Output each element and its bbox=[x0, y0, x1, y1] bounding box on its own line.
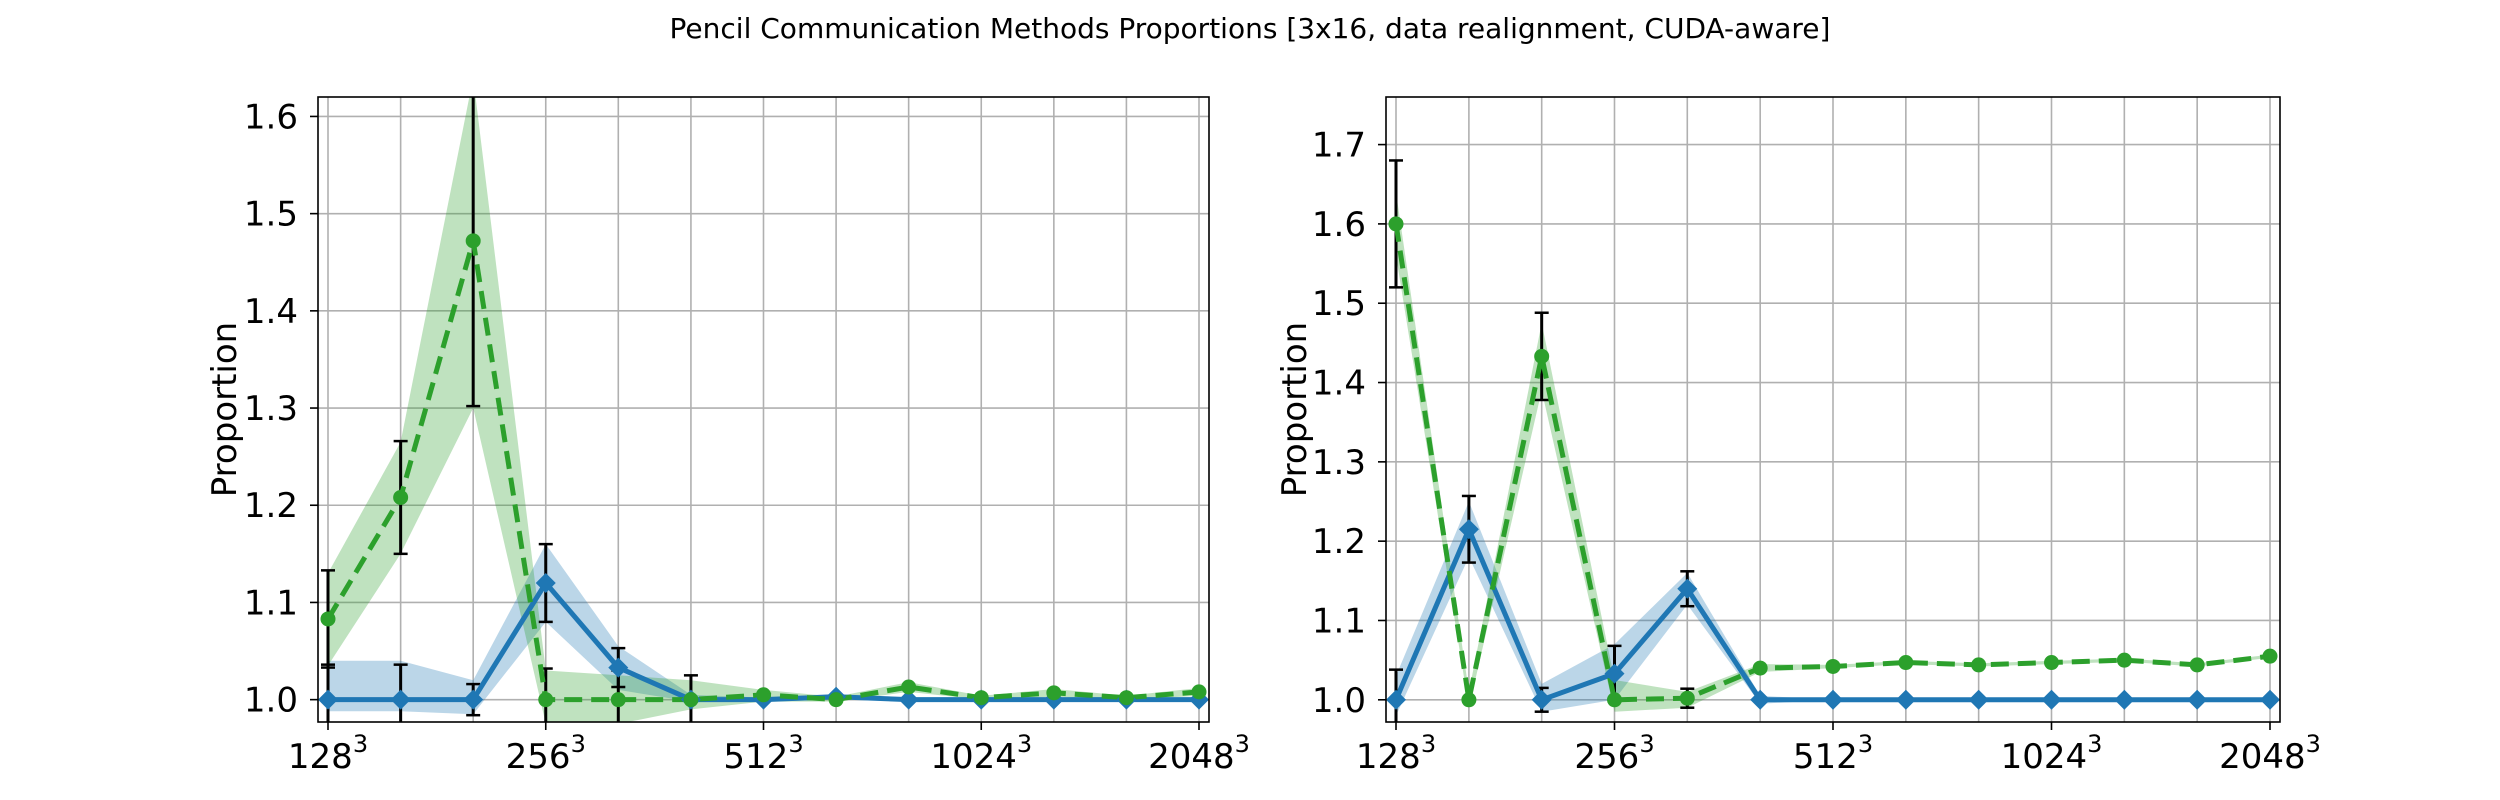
data-point-circle bbox=[1971, 657, 1987, 673]
x-tick-exponent: 3 bbox=[1639, 730, 1654, 758]
data-point-diamond bbox=[1968, 689, 1989, 710]
y-tick-label: 1.4 bbox=[244, 292, 298, 332]
figure-title: Pencil Communication Methods Proportions… bbox=[670, 12, 1831, 45]
data-point-circle bbox=[1388, 216, 1404, 232]
y-tick-label: 1.1 bbox=[244, 583, 298, 623]
data-point-diamond bbox=[2041, 689, 2062, 710]
data-point-diamond bbox=[1531, 689, 1552, 710]
data-point-diamond bbox=[608, 657, 629, 678]
x-tick-label: 5123 bbox=[1793, 730, 1873, 777]
y-tick-label: 1.2 bbox=[1312, 522, 1366, 562]
x-tick-base: 1024 bbox=[2001, 737, 2088, 777]
x-tick-exponent: 3 bbox=[353, 730, 368, 758]
data-point-diamond bbox=[2187, 689, 2208, 710]
data-point-diamond bbox=[2260, 689, 2280, 710]
x-tick-exponent: 3 bbox=[571, 730, 586, 758]
x-tick-exponent: 3 bbox=[1017, 730, 1032, 758]
y-axis-label: Proportion bbox=[1275, 322, 1315, 497]
x-tick-label: 2563 bbox=[1574, 730, 1654, 777]
x-tick-base: 512 bbox=[1793, 737, 1858, 777]
y-tick-label: 1.0 bbox=[244, 681, 298, 721]
x-tick-base: 1024 bbox=[930, 737, 1017, 777]
x-tick-exponent: 3 bbox=[2087, 730, 2102, 758]
x-tick-exponent: 3 bbox=[2306, 730, 2321, 758]
x-tick-exponent: 3 bbox=[1235, 730, 1250, 758]
data-point-diamond bbox=[2114, 689, 2135, 710]
data-point-circle bbox=[683, 692, 699, 708]
data-point-circle bbox=[1679, 690, 1695, 706]
data-point-circle bbox=[901, 679, 917, 695]
x-tick-base: 256 bbox=[506, 737, 571, 777]
data-point-circle bbox=[2116, 652, 2132, 668]
y-tick-label: 1.7 bbox=[1312, 126, 1366, 166]
y-axis-label: Proportion bbox=[205, 322, 245, 497]
plot-area bbox=[318, 97, 1209, 722]
x-tick-base: 128 bbox=[288, 737, 353, 777]
x-tick-label: 20483 bbox=[1148, 730, 1250, 777]
data-point-circle bbox=[973, 690, 989, 706]
x-tick-exponent: 3 bbox=[788, 730, 803, 758]
data-point-circle bbox=[1046, 685, 1062, 701]
x-tick-base: 2048 bbox=[2219, 737, 2306, 777]
y-tick-label: 1.6 bbox=[244, 97, 298, 137]
y-tick-label: 1.6 bbox=[1312, 205, 1366, 245]
x-tick-label: 20483 bbox=[2219, 730, 2321, 777]
data-point-diamond bbox=[1458, 519, 1479, 540]
x-tick-base: 512 bbox=[723, 737, 788, 777]
data-point-circle bbox=[393, 489, 409, 505]
data-point-circle bbox=[756, 687, 771, 703]
y-tick-label: 1.0 bbox=[1312, 681, 1366, 721]
data-point-circle bbox=[1118, 690, 1134, 706]
x-tick-label: 5123 bbox=[723, 730, 803, 777]
data-point-diamond bbox=[318, 689, 338, 710]
y-tick-label: 1.2 bbox=[244, 486, 298, 526]
data-point-diamond bbox=[463, 689, 484, 710]
x-tick-label: 10243 bbox=[930, 730, 1032, 777]
data-point-diamond bbox=[1823, 689, 1843, 710]
x-tick-exponent: 3 bbox=[1421, 730, 1436, 758]
data-point-circle bbox=[610, 692, 626, 708]
data-point-diamond bbox=[1386, 689, 1406, 710]
data-point-diamond bbox=[1677, 578, 1698, 599]
y-tick-label: 1.3 bbox=[244, 389, 298, 429]
data-point-circle bbox=[2044, 655, 2059, 671]
y-tick-label: 1.5 bbox=[1312, 284, 1366, 324]
x-tick-label: 2563 bbox=[506, 730, 586, 777]
y-tick-label: 1.5 bbox=[244, 195, 298, 235]
data-point-circle bbox=[320, 611, 336, 627]
data-point-diamond bbox=[1750, 689, 1771, 710]
data-point-diamond bbox=[1895, 689, 1916, 710]
data-point-circle bbox=[1461, 692, 1477, 708]
x-tick-exponent: 3 bbox=[1858, 730, 1873, 758]
data-point-circle bbox=[2189, 657, 2205, 673]
data-point-diamond bbox=[898, 689, 919, 710]
x-tick-label: 1283 bbox=[1356, 730, 1436, 777]
y-tick-label: 1.1 bbox=[1312, 601, 1366, 641]
x-tick-label: 10243 bbox=[2001, 730, 2103, 777]
x-tick-base: 2048 bbox=[1148, 737, 1235, 777]
data-point-diamond bbox=[1604, 663, 1625, 684]
x-tick-base: 128 bbox=[1356, 737, 1421, 777]
data-point-circle bbox=[538, 692, 554, 708]
x-tick-base: 256 bbox=[1574, 737, 1639, 777]
data-point-circle bbox=[1752, 660, 1768, 676]
data-point-circle bbox=[1191, 684, 1207, 700]
y-tick-label: 1.3 bbox=[1312, 443, 1366, 483]
data-point-circle bbox=[2262, 648, 2278, 664]
data-point-circle bbox=[1898, 655, 1914, 671]
data-point-diamond bbox=[535, 573, 556, 594]
data-point-circle bbox=[1825, 658, 1841, 674]
data-point-circle bbox=[1534, 348, 1550, 364]
data-point-circle bbox=[465, 233, 481, 249]
data-point-circle bbox=[1607, 692, 1622, 708]
x-tick-label: 1283 bbox=[288, 730, 368, 777]
y-tick-label: 1.4 bbox=[1312, 364, 1366, 404]
data-point-diamond bbox=[390, 689, 411, 710]
data-point-circle bbox=[828, 692, 844, 708]
plot-area bbox=[1386, 159, 2280, 722]
